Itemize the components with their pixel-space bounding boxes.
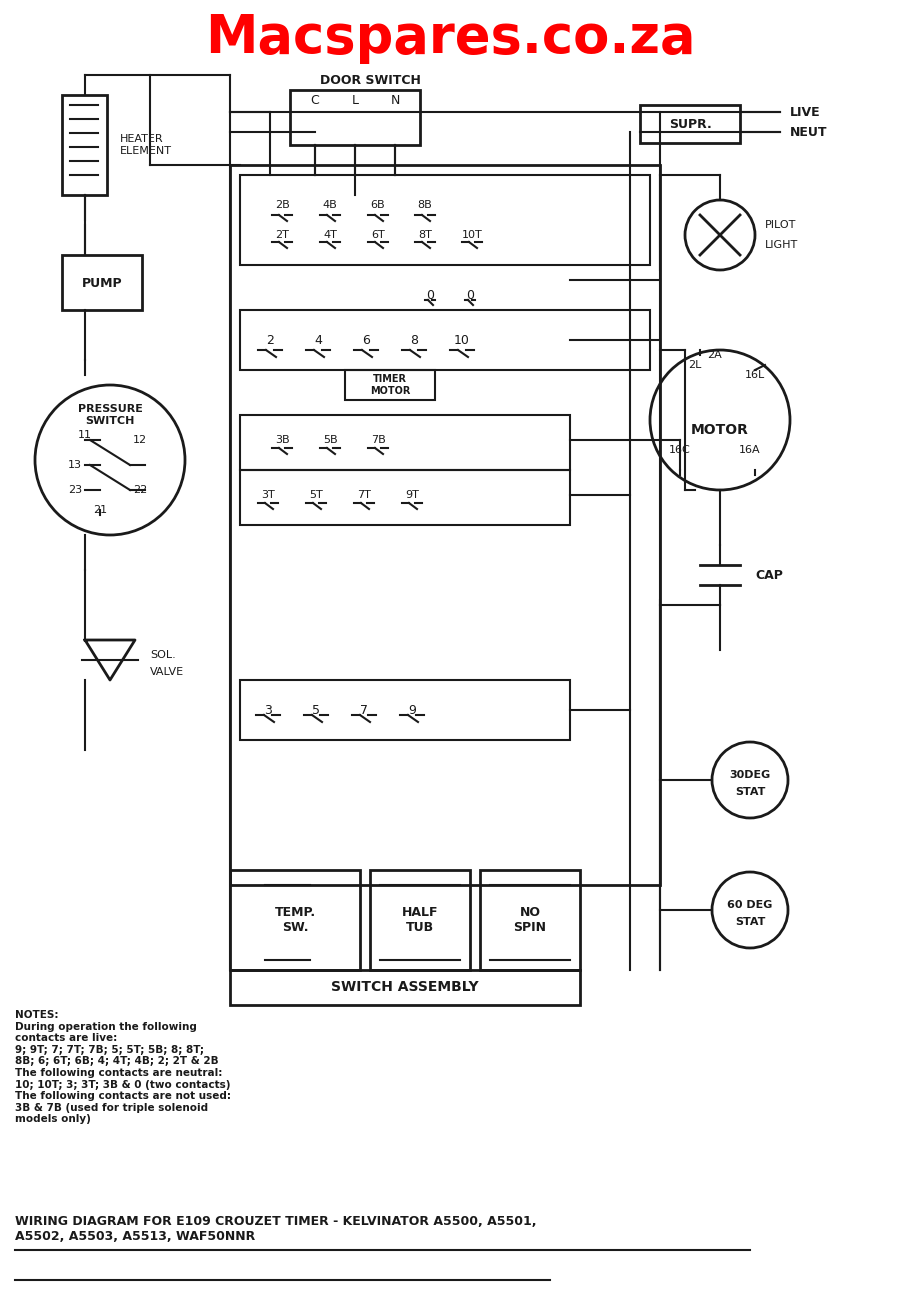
- Bar: [480, 871, 580, 970]
- Text: NOTES:
During operation the following
contacts are live:
9; 9T; 7; 7T; 7B; 5; 5T: NOTES: During operation the following co…: [15, 1009, 231, 1125]
- Text: MOTOR: MOTOR: [691, 423, 749, 437]
- Text: 2L: 2L: [688, 361, 702, 370]
- Text: 8: 8: [410, 333, 418, 346]
- Text: 2: 2: [266, 333, 274, 346]
- Bar: [62, 94, 107, 195]
- Text: L: L: [352, 93, 358, 106]
- Text: LIGHT: LIGHT: [765, 240, 798, 250]
- Text: NEUT: NEUT: [790, 126, 827, 139]
- Text: 23: 23: [68, 485, 82, 496]
- Text: 0: 0: [426, 288, 434, 302]
- Text: STAT: STAT: [734, 916, 765, 927]
- Bar: [230, 165, 660, 885]
- Text: 4B: 4B: [322, 201, 338, 210]
- Text: 2T: 2T: [275, 229, 289, 240]
- Text: 6: 6: [362, 333, 370, 346]
- Bar: [62, 256, 142, 309]
- Text: 6B: 6B: [371, 201, 385, 210]
- Text: VALVE: VALVE: [150, 667, 184, 676]
- Text: SOL.: SOL.: [150, 650, 176, 659]
- Text: 7B: 7B: [371, 435, 385, 444]
- Text: 16A: 16A: [739, 444, 760, 455]
- Text: 7T: 7T: [357, 490, 371, 499]
- Text: NO
SPIN: NO SPIN: [514, 906, 546, 933]
- Text: 7: 7: [360, 704, 368, 717]
- Bar: [240, 309, 650, 370]
- Bar: [240, 416, 570, 471]
- Text: Macspares.co.za: Macspares.co.za: [205, 12, 695, 64]
- Text: PRESSURE
SWITCH: PRESSURE SWITCH: [77, 404, 142, 426]
- Text: 3: 3: [264, 704, 272, 717]
- Text: N: N: [391, 93, 400, 106]
- Text: 16C: 16C: [669, 444, 691, 455]
- Text: 5: 5: [312, 704, 320, 717]
- Bar: [240, 680, 570, 739]
- Text: C: C: [310, 93, 320, 106]
- Text: 21: 21: [93, 505, 107, 515]
- Text: SWITCH ASSEMBLY: SWITCH ASSEMBLY: [331, 981, 479, 994]
- Bar: [640, 105, 740, 143]
- Text: PUMP: PUMP: [82, 277, 122, 290]
- Text: STAT: STAT: [734, 787, 765, 797]
- Text: 13: 13: [68, 460, 82, 471]
- Text: PILOT: PILOT: [765, 220, 796, 229]
- Bar: [240, 174, 650, 265]
- Text: 8B: 8B: [418, 201, 432, 210]
- Text: WIRING DIAGRAM FOR E109 CROUZET TIMER - KELVINATOR A5500, A5501,
A5502, A5503, A: WIRING DIAGRAM FOR E109 CROUZET TIMER - …: [15, 1215, 536, 1243]
- Text: HEATER
ELEMENT: HEATER ELEMENT: [120, 134, 172, 156]
- Bar: [240, 471, 570, 524]
- Text: 5T: 5T: [309, 490, 323, 499]
- Text: 12: 12: [133, 435, 147, 444]
- Text: 5B: 5B: [323, 435, 338, 444]
- Text: 60 DEG: 60 DEG: [727, 899, 773, 910]
- Text: 9T: 9T: [405, 490, 418, 499]
- Text: CAP: CAP: [755, 569, 783, 582]
- Text: 0: 0: [466, 288, 474, 302]
- Text: 2B: 2B: [274, 201, 290, 210]
- Bar: [230, 871, 360, 970]
- Text: 30DEG: 30DEG: [729, 770, 770, 780]
- Text: TEMP.
SW.: TEMP. SW.: [274, 906, 316, 933]
- Text: DOOR SWITCH: DOOR SWITCH: [320, 73, 420, 87]
- Text: 10T: 10T: [462, 229, 482, 240]
- Text: 2A: 2A: [707, 350, 723, 361]
- Text: 16L: 16L: [745, 370, 765, 380]
- Bar: [230, 970, 580, 1006]
- Text: 11: 11: [78, 430, 92, 440]
- Text: HALF
TUB: HALF TUB: [401, 906, 438, 933]
- Bar: [345, 370, 435, 400]
- Text: 3T: 3T: [261, 490, 274, 499]
- Text: 22: 22: [133, 485, 147, 496]
- Text: 6T: 6T: [371, 229, 385, 240]
- Text: 10: 10: [454, 333, 470, 346]
- Text: 4T: 4T: [323, 229, 337, 240]
- Text: 3B: 3B: [274, 435, 289, 444]
- Bar: [290, 90, 420, 146]
- Text: SUPR.: SUPR.: [669, 118, 711, 131]
- Bar: [370, 871, 470, 970]
- Text: LIVE: LIVE: [790, 105, 821, 118]
- Text: 8T: 8T: [418, 229, 432, 240]
- Text: 9: 9: [408, 704, 416, 717]
- Text: 4: 4: [314, 333, 322, 346]
- Text: TIMER
MOTOR: TIMER MOTOR: [370, 374, 410, 396]
